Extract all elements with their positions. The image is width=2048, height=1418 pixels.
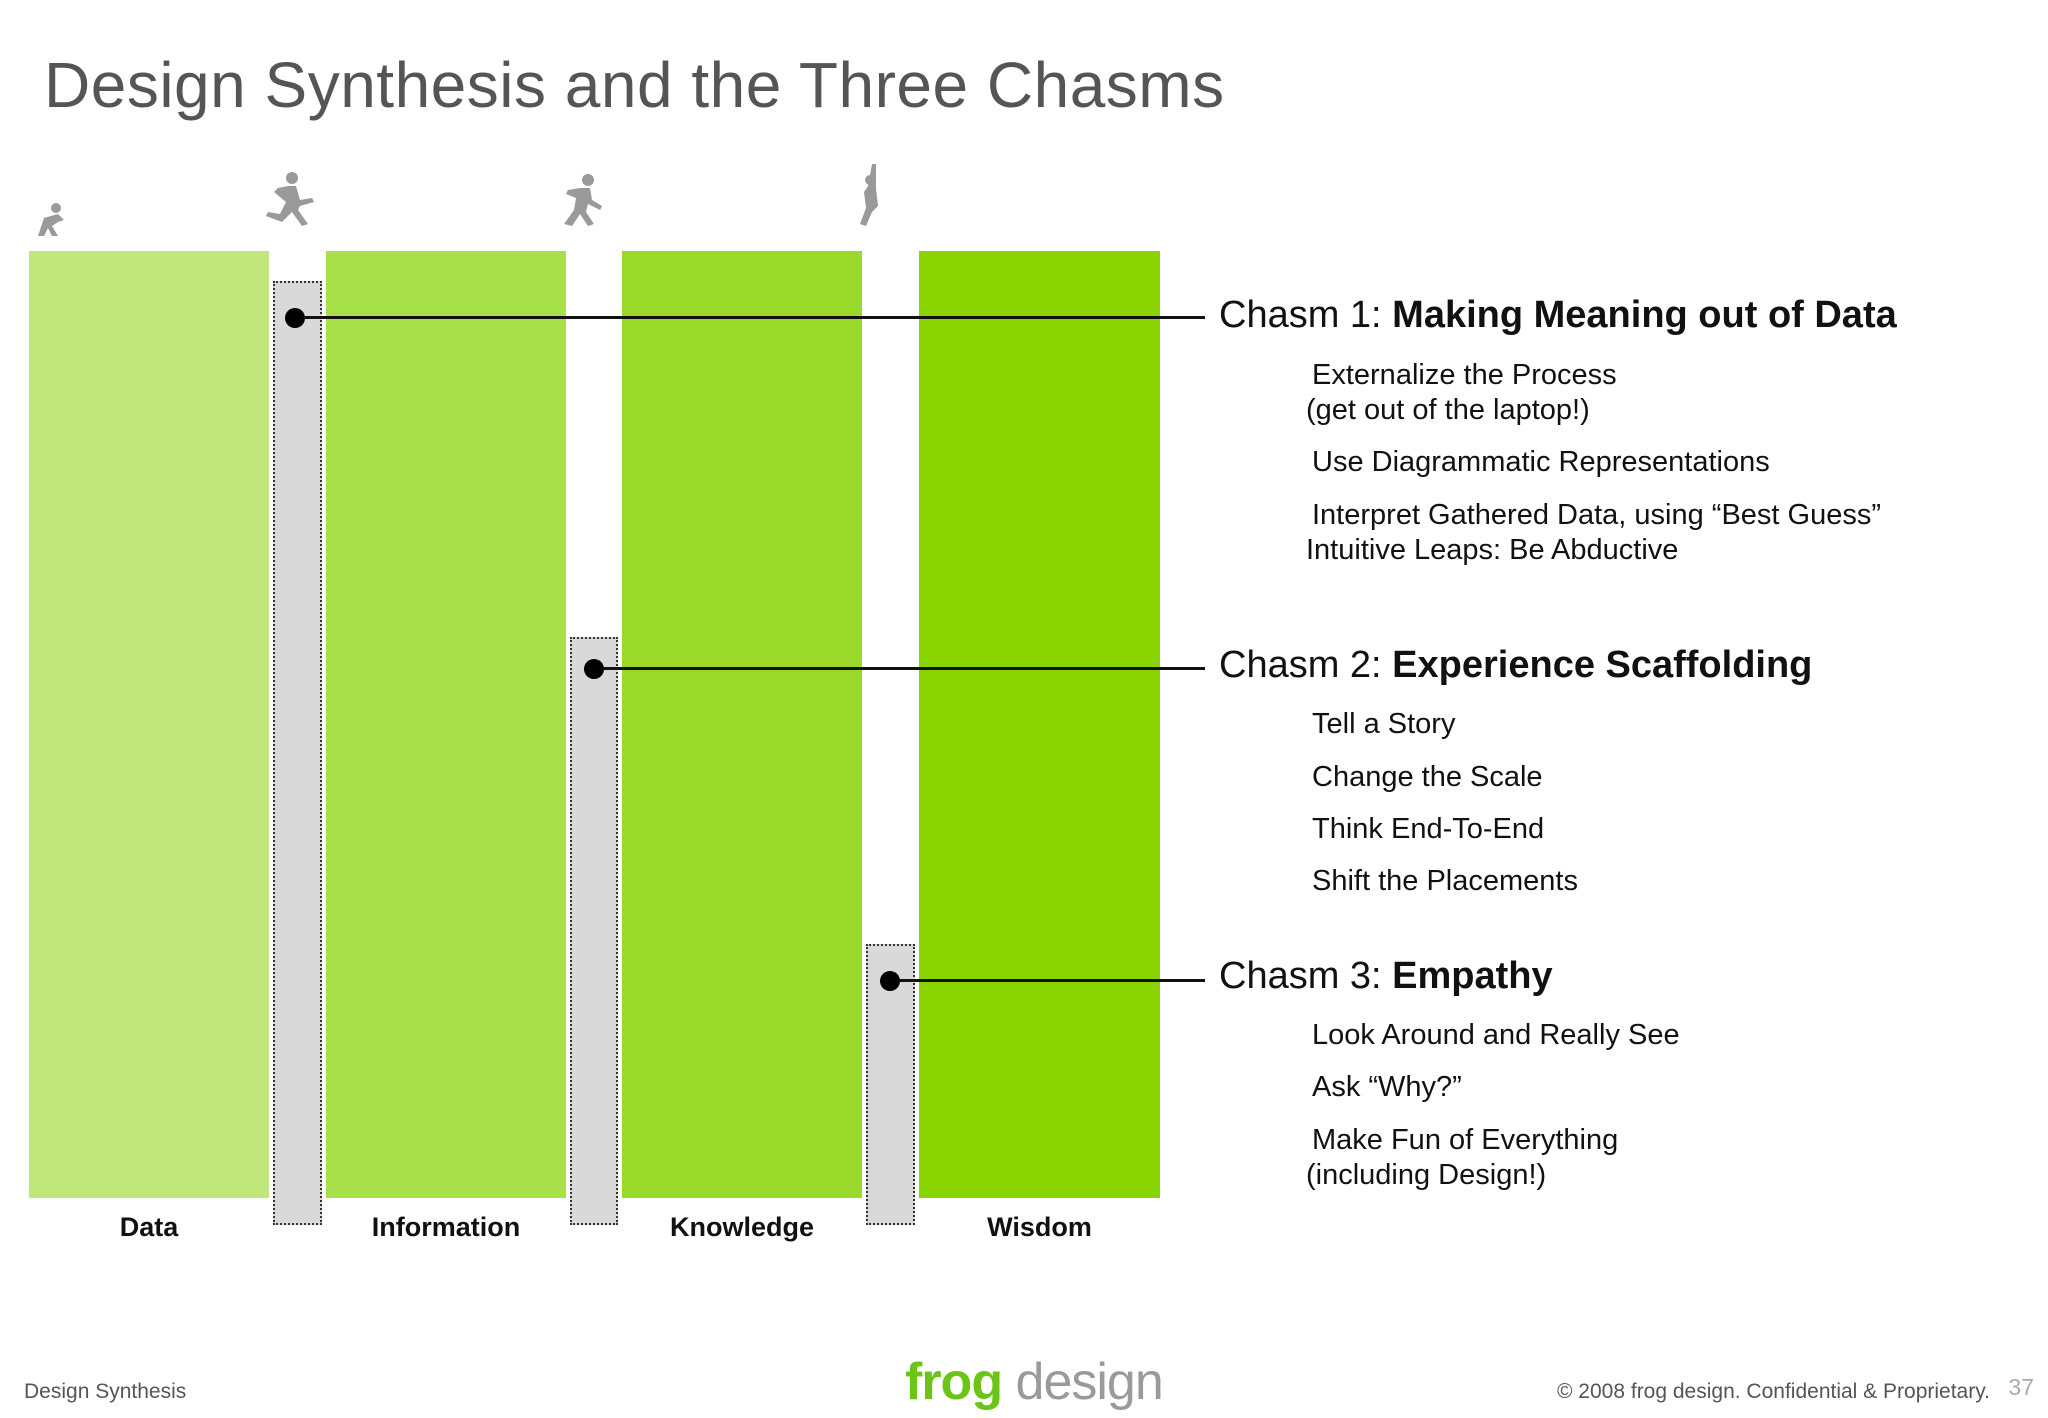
reaching-figure-icon xyxy=(860,164,878,226)
chasm-3-connector xyxy=(890,979,1205,982)
column-label-wisdom: Wisdom xyxy=(987,1212,1092,1242)
column-label-data: Data xyxy=(119,1212,179,1242)
slide-title: Design Synthesis and the Three Chasms xyxy=(44,49,1225,121)
chasm-3-title: Chasm 3: Empathy xyxy=(1219,955,1553,997)
crouching-figure-icon xyxy=(38,203,64,236)
chasm-3-item: Look Around and Really See xyxy=(1312,1019,1680,1051)
chasm-1-item: Use Diagrammatic Representations xyxy=(1312,446,1770,478)
column-data xyxy=(29,251,269,1198)
footer-copyright: © 2008 frog design. Confidential & Propr… xyxy=(1557,1380,1990,1403)
chasm-3-dot xyxy=(880,971,900,991)
chasm-2-dot xyxy=(584,659,604,679)
chasm-2-title: Chasm 2: Experience Scaffolding xyxy=(1219,644,1813,686)
chasm-3-bar xyxy=(866,944,915,1225)
chasm-1-bar xyxy=(273,281,322,1225)
leaping-figure-icon xyxy=(266,172,314,226)
chasm-2-item: Change the Scale xyxy=(1312,761,1543,793)
column-label-knowledge: Knowledge xyxy=(669,1212,814,1242)
column-wisdom xyxy=(919,251,1160,1198)
chasm-1-item: Interpret Gathered Data, using “Best Gue… xyxy=(1306,499,1881,566)
running-figure-icon xyxy=(564,174,602,226)
chasm-1-dot xyxy=(285,308,305,328)
chasm-2-item: Shift the Placements xyxy=(1312,865,1578,897)
column-knowledge xyxy=(622,251,862,1198)
chasm-3-item: Ask “Why?” xyxy=(1312,1071,1462,1103)
frog-design-logo: frog design xyxy=(905,1353,1164,1411)
chasm-2-item: Think End-To-End xyxy=(1312,813,1545,845)
chasm-2-item: Tell a Story xyxy=(1312,708,1456,740)
column-label-information: Information xyxy=(371,1212,521,1242)
page-number: 37 xyxy=(2008,1374,2034,1400)
chasm-2-bar xyxy=(570,637,618,1225)
chasm-1-title: Chasm 1: Making Meaning out of Data xyxy=(1219,294,1897,336)
footer-section-title: Design Synthesis xyxy=(24,1380,187,1403)
column-information xyxy=(326,251,566,1198)
chasm-1-connector xyxy=(295,316,1205,319)
chasm-1-item: Externalize the Process (get out of the l… xyxy=(1306,359,1617,426)
chasm-2-connector xyxy=(594,667,1205,670)
chasm-3-item: Make Fun of Everything (including Design!… xyxy=(1306,1124,1619,1191)
